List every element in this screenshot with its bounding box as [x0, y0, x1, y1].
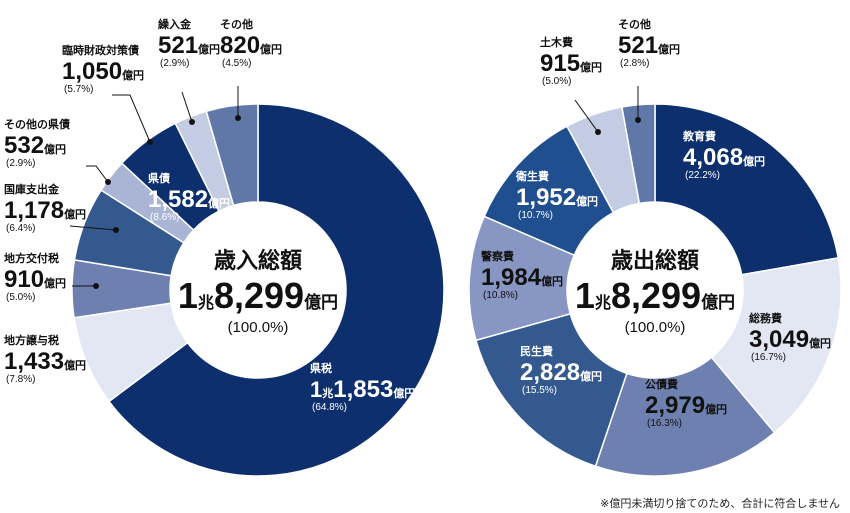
keisatsu-pct: (10.8%) — [483, 290, 518, 301]
sonotakensai-value: 532億円 — [4, 132, 66, 159]
center-total: 1兆8,299億円 — [178, 275, 338, 316]
kokko-name: 国庫支出金 — [4, 182, 60, 196]
leader-line — [574, 99, 599, 133]
eisei-value: 1,952億円 — [516, 184, 598, 211]
kousai-pct: (16.3%) — [647, 418, 682, 429]
eisei-pct: (10.7%) — [518, 210, 553, 221]
leader-dot — [105, 179, 111, 185]
slice-sonota — [205, 103, 259, 207]
center-pct: (100.0%) — [625, 319, 686, 336]
sonota-pct: (4.5%) — [222, 58, 251, 69]
rinji-value: 1,050億円 — [62, 58, 144, 85]
jouyozei-name: 地方譲与税 — [4, 333, 59, 347]
kurikoshi-value: 521億円 — [158, 32, 220, 59]
rinji-name: 臨時財政対策債 — [62, 43, 139, 57]
kensai-group-label: 県債1,582億円(8.6%) — [148, 171, 230, 223]
sonota2-pct: (2.8%) — [620, 58, 649, 69]
kensai-group-name: 県債 — [148, 171, 170, 185]
leader-dot — [113, 227, 119, 233]
footnote: ※億円未満切り捨てのため、合計に符合しません — [600, 498, 840, 510]
sonota2-name: その他 — [618, 17, 651, 31]
kousai-value: 2,979億円 — [645, 392, 727, 419]
center-total: 1兆8,299億円 — [575, 275, 735, 316]
kokko-pct: (6.4%) — [6, 223, 35, 234]
keisatsu-value: 1,984億円 — [481, 264, 563, 291]
sonotakensai-name: その他の県債 — [4, 117, 70, 131]
sonotakensai-pct: (2.9%) — [6, 158, 35, 169]
leader-line — [86, 165, 109, 183]
keisatsu-name: 警察費 — [480, 249, 514, 263]
kensai-group-value: 1,582億円 — [148, 186, 230, 213]
koufuzei-value: 910億円 — [4, 266, 66, 293]
doboku-value: 915億円 — [540, 50, 602, 77]
jouyozei-pct: (7.8%) — [6, 374, 35, 385]
leader-dot — [635, 117, 641, 123]
kyouiku-pct: (22.2%) — [685, 170, 720, 181]
kurikoshi-name: 繰入金 — [158, 17, 192, 31]
soumu-name: 総務費 — [749, 311, 782, 325]
leader-dot — [235, 115, 241, 121]
leader-dot — [189, 119, 195, 125]
kenzei-name: 県税 — [310, 361, 332, 375]
leader-dot — [595, 129, 601, 135]
kensai-group-pct: (8.6%) — [150, 212, 179, 223]
center-pct: (100.0%) — [228, 319, 289, 336]
eisei-name: 衛生費 — [515, 169, 549, 183]
kyouiku-name: 教育費 — [682, 129, 716, 143]
minsei-pct: (15.5%) — [522, 385, 557, 396]
sonota-name: その他 — [220, 17, 253, 31]
jouyozei-value: 1,433億円 — [4, 348, 86, 375]
kyouiku-value: 4,068億円 — [683, 144, 765, 171]
minsei-value: 2,828億円 — [520, 359, 602, 386]
kenzei-value: 1兆1,853億円 — [310, 376, 415, 403]
kousai-name: 公債費 — [645, 377, 678, 391]
slice-kenzei — [107, 103, 445, 477]
kokko-value: 1,178億円 — [4, 197, 86, 224]
leader-line — [181, 91, 193, 123]
kurikoshi-pct: (2.9%) — [160, 58, 189, 69]
leader-line — [69, 225, 117, 231]
sonota-value: 820億円 — [220, 32, 282, 59]
doboku-pct: (5.0%) — [542, 76, 571, 87]
minsei-name: 民生費 — [520, 344, 553, 358]
sonota2-value: 521億円 — [618, 32, 680, 59]
rinji-pct: (5.7%) — [64, 84, 93, 95]
leader-line — [112, 94, 151, 143]
center-title: 歳入総額 — [214, 248, 302, 273]
doboku-name: 土木費 — [540, 35, 573, 49]
kenzei-pct: (64.8%) — [312, 402, 347, 413]
slice-sonota2 — [621, 103, 656, 205]
koufuzei-pct: (5.0%) — [6, 292, 35, 303]
slice-minsei — [475, 312, 628, 468]
slice-kyouiku — [654, 103, 840, 276]
leader-dot — [93, 283, 99, 289]
slice-soumu — [710, 256, 842, 434]
soumu-value: 3,049億円 — [749, 326, 831, 353]
soumu-pct: (16.7%) — [751, 352, 786, 363]
center-title: 歳出総額 — [611, 248, 699, 273]
leader-dot — [147, 139, 153, 145]
koufuzei-name: 地方交付税 — [4, 251, 59, 265]
slice-kousai — [594, 356, 776, 477]
